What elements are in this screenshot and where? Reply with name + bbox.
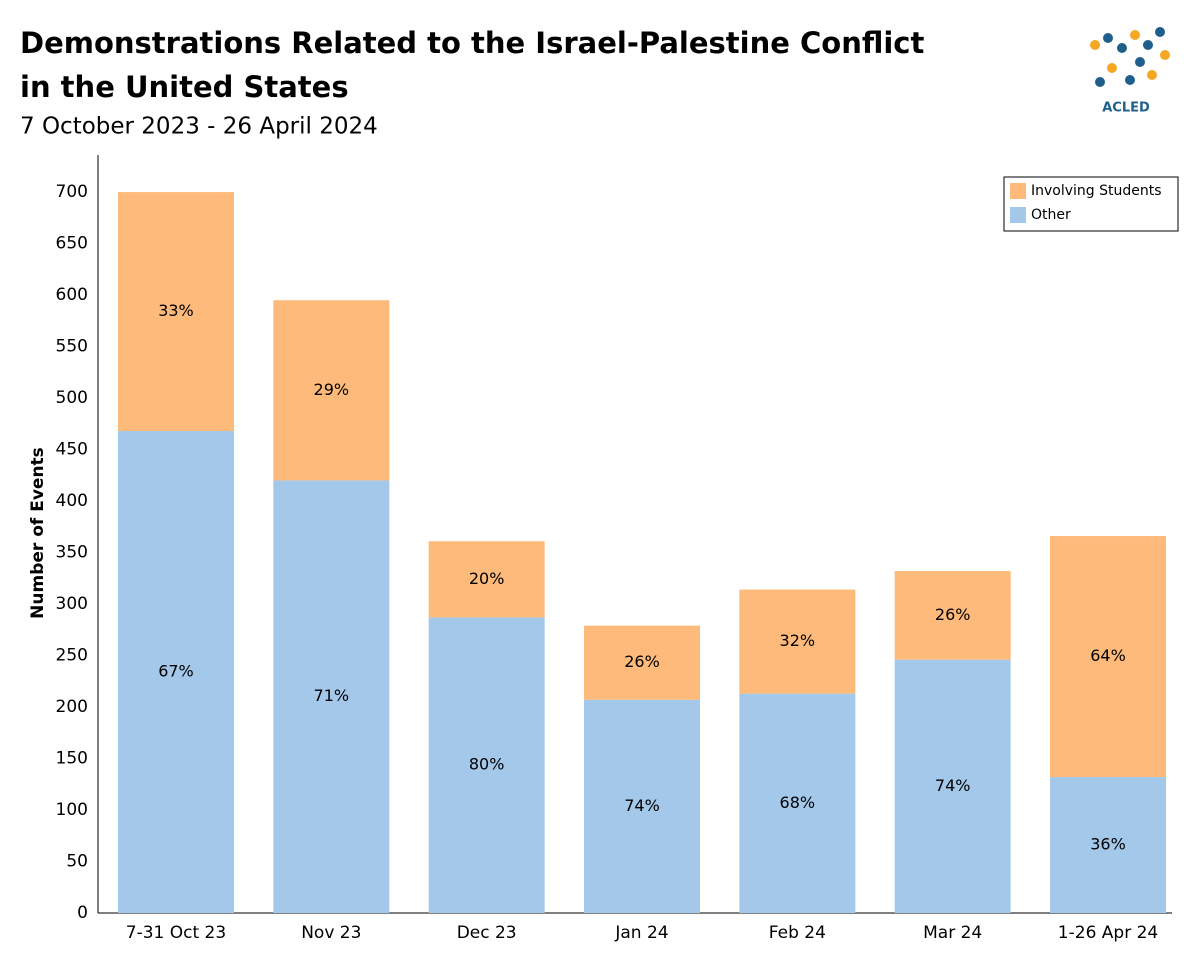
bar-percent-label: 20% — [469, 569, 505, 588]
bar-segment — [894, 571, 1011, 660]
y-tick-label: 700 — [56, 182, 88, 202]
bar-percent-label: 26% — [624, 652, 660, 671]
x-tick-label: Dec 23 — [457, 923, 517, 943]
logo: ACLED — [1090, 27, 1170, 116]
logo-dot — [1107, 63, 1117, 73]
legend-swatch — [1010, 207, 1026, 223]
logo-dot — [1135, 57, 1145, 67]
bar-segment — [1050, 536, 1167, 778]
y-tick-label: 400 — [56, 491, 88, 511]
bar-percent-label: 74% — [935, 776, 971, 795]
bar-segment — [428, 541, 545, 618]
y-tick-label: 0 — [77, 903, 88, 923]
chart-title-line: in the United States — [20, 70, 349, 104]
chart-title: Demonstrations Related to the Israel-Pal… — [20, 26, 924, 60]
logo-text: ACLED — [1102, 101, 1150, 116]
x-tick-label: Feb 24 — [769, 923, 826, 943]
bar-segment — [428, 617, 545, 913]
logo-dot — [1130, 30, 1140, 40]
logo-dot — [1160, 50, 1170, 60]
legend-swatch — [1010, 183, 1026, 199]
bar-segment — [739, 589, 856, 694]
bar-segment — [739, 693, 856, 913]
y-tick-label: 650 — [56, 234, 88, 254]
bar-percent-label: 33% — [158, 301, 194, 320]
bar-segment — [1050, 777, 1167, 913]
logo-dot — [1117, 43, 1127, 53]
y-tick-label: 600 — [56, 285, 88, 305]
y-tick-label: 150 — [56, 749, 88, 769]
logo-dot — [1125, 75, 1135, 85]
logo-dot — [1090, 40, 1100, 50]
legend-label: Involving Students — [1031, 183, 1162, 199]
logo-dot — [1143, 40, 1153, 50]
bar-percent-label: 26% — [935, 605, 971, 624]
bar-segment — [584, 699, 700, 913]
chart-subtitle: 7 October 2023 - 26 April 2024 — [20, 114, 378, 140]
legend-label: Other — [1031, 207, 1071, 223]
bar-segment — [273, 480, 390, 913]
bar-percent-label: 71% — [314, 686, 350, 705]
legend-box — [1003, 176, 1179, 232]
y-tick-label: 450 — [56, 440, 88, 460]
y-tick-label: 350 — [56, 543, 88, 563]
y-tick-label: 550 — [56, 337, 88, 357]
x-tick-label: 1-26 Apr 24 — [1058, 923, 1158, 943]
y-tick-label: 500 — [56, 388, 88, 408]
bar-segment — [894, 659, 1011, 913]
y-tick-label: 50 — [66, 852, 88, 872]
bar-percent-label: 68% — [780, 793, 816, 812]
y-axis-label: Number of Events — [28, 447, 48, 619]
bar-percent-label: 80% — [469, 755, 505, 774]
logo-dot — [1095, 77, 1105, 87]
y-tick-label: 100 — [56, 800, 88, 820]
logo-dot — [1147, 70, 1157, 80]
logo-dot — [1155, 27, 1165, 37]
bar-segment — [584, 625, 700, 700]
y-tick-label: 250 — [56, 646, 88, 666]
y-tick-label: 300 — [56, 594, 88, 614]
x-tick-label: Nov 23 — [301, 923, 361, 943]
bar-percent-label: 74% — [624, 796, 660, 815]
y-tick-label: 200 — [56, 697, 88, 717]
bar-segment — [117, 192, 234, 432]
bar-percent-label: 36% — [1090, 835, 1126, 854]
bar-percent-label: 64% — [1090, 646, 1126, 665]
logo-dot — [1103, 33, 1113, 43]
x-tick-label: Jan 24 — [614, 923, 668, 943]
bar-percent-label: 32% — [780, 631, 816, 650]
bar-percent-label: 29% — [314, 380, 350, 399]
x-tick-label: Mar 24 — [923, 923, 982, 943]
bar-segment — [117, 431, 234, 913]
bar-segment — [273, 300, 390, 481]
x-tick-label: 7-31 Oct 23 — [126, 923, 226, 943]
bar-percent-label: 67% — [158, 662, 194, 681]
